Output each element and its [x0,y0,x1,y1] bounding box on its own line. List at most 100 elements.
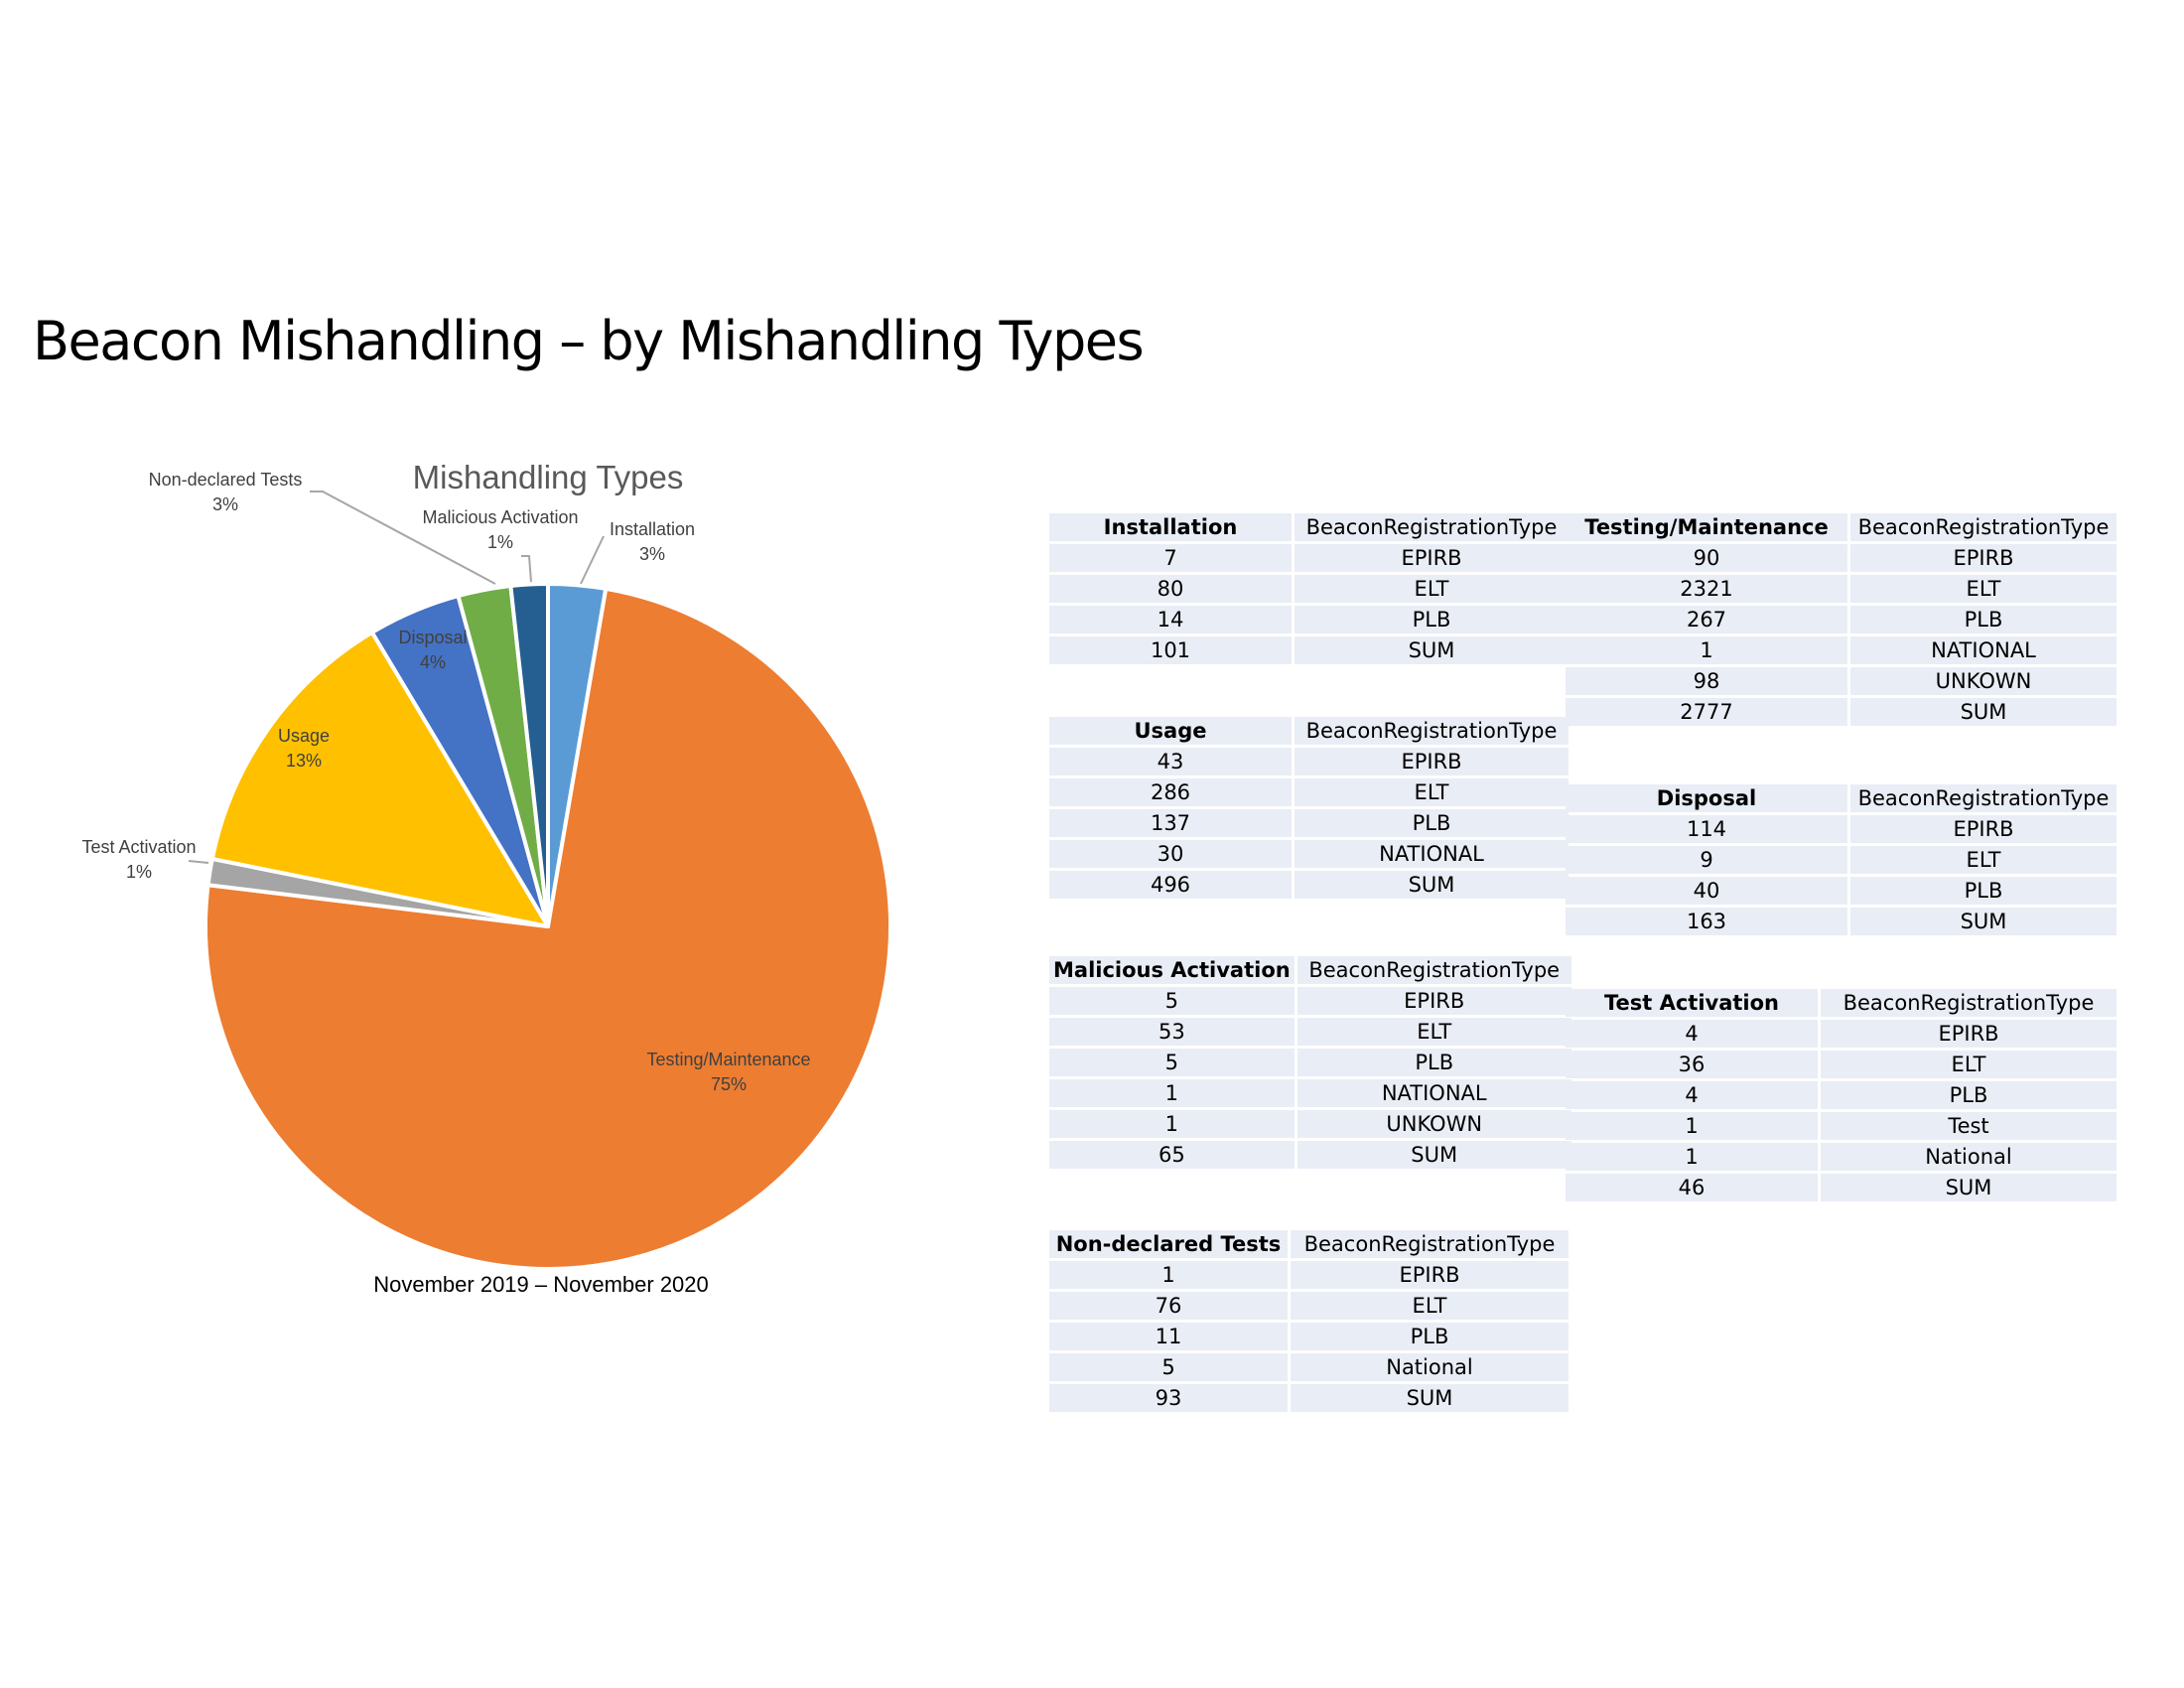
registration-type-cell: National [1291,1353,1569,1381]
count-cell: 80 [1049,575,1292,603]
count-cell: 2777 [1566,698,1847,726]
non-declared-tests-header-row: Non-declared Tests BeaconRegistrationType [1049,1230,1569,1258]
count-cell: 14 [1049,606,1292,633]
count-cell: 9 [1566,846,1847,874]
table-row: 267 PLB [1566,606,2116,633]
page-title: Beacon Mishandling – by Mishandling Type… [33,310,1145,372]
installation-header: Installation [1049,513,1292,541]
table-row: 90 EPIRB [1566,544,2116,572]
slice-label-malicious-activation: Malicious Activation [422,507,578,527]
registration-type-cell: PLB [1850,877,2116,905]
slice-percent-test-activation: 1% [126,862,152,882]
slice-label-installation: Installation [610,519,695,539]
table-row: 1 UNKOWN [1049,1110,1571,1138]
table-row: 30 NATIONAL [1049,840,1569,868]
count-cell: 5 [1049,987,1295,1015]
count-cell: 7 [1049,544,1292,572]
table-row: 5 National [1049,1353,1569,1381]
count-cell: 40 [1566,877,1847,905]
slice-percent-disposal: 4% [420,652,446,672]
registration-type-header: BeaconRegistrationType [1295,717,1569,745]
usage-table: Usage BeaconRegistrationType 43 EPIRB 286 ELT… [1046,714,1571,902]
table-row: 2777 SUM [1566,698,2116,726]
table-row: 98 UNKOWN [1566,667,2116,695]
count-cell: 98 [1566,667,1847,695]
table-row: 43 EPIRB [1049,748,1569,775]
registration-type-cell: SUM [1850,908,2116,935]
count-cell: 4 [1566,1020,1818,1048]
registration-type-cell: PLB [1295,606,1569,633]
count-cell: 101 [1049,636,1292,664]
table-row: 4 PLB [1566,1081,2116,1109]
leader-line-test-activation [188,860,209,864]
slice-percent-installation: 3% [639,544,665,564]
registration-type-cell: PLB [1821,1081,2116,1109]
mishandling-pie-chart: Mishandling Types Installation 3% Testing/… [81,459,892,1271]
table-row: 9 ELT [1566,846,2116,874]
slice-label-usage: Usage [278,726,330,746]
registration-type-header: BeaconRegistrationType [1850,513,2116,541]
pie-slice-malicious-activation [508,581,550,928]
registration-type-cell: NATIONAL [1295,840,1569,868]
slice-percent-testing-maintenance: 75% [711,1074,747,1094]
table-row: 5 PLB [1049,1049,1571,1076]
table-row: 7 EPIRB [1049,544,1569,572]
registration-type-cell: NATIONAL [1850,636,2116,664]
count-cell: 46 [1566,1174,1818,1201]
registration-type-cell: ELT [1295,778,1569,806]
registration-type-cell: EPIRB [1297,987,1571,1015]
slice-percent-malicious-activation: 1% [487,532,513,552]
count-cell: 5 [1049,1353,1288,1381]
table-row: 496 SUM [1049,871,1569,899]
malicious-activation-header-row: Malicious Activation BeaconRegistrationTy… [1049,956,1571,984]
table-row: 5 EPIRB [1049,987,1571,1015]
count-cell: 76 [1049,1292,1288,1320]
disposal-table: Disposal BeaconRegistrationType 114 EPIRB 9 E… [1563,781,2119,938]
non-declared-tests-header: Non-declared Tests [1049,1230,1288,1258]
testing-maintenance-header: Testing/Maintenance [1566,513,1847,541]
slice-percent-non-declared-tests: 3% [212,494,238,514]
count-cell: 163 [1566,908,1847,935]
count-cell: 4 [1566,1081,1818,1109]
registration-type-cell: SUM [1295,871,1569,899]
registration-type-cell: ELT [1297,1018,1571,1046]
installation-header-row: Installation BeaconRegistrationType [1049,513,1569,541]
table-row: 286 ELT [1049,778,1569,806]
registration-type-cell: SUM [1295,636,1569,664]
count-cell: 11 [1049,1323,1288,1350]
table-row: 1 EPIRB [1049,1261,1569,1289]
registration-type-cell: ELT [1821,1051,2116,1078]
table-row: 36 ELT [1566,1051,2116,1078]
registration-type-cell: National [1821,1143,2116,1171]
count-cell: 2321 [1566,575,1847,603]
table-row: 93 SUM [1049,1384,1569,1412]
registration-type-header: BeaconRegistrationType [1821,989,2116,1017]
table-row: 76 ELT [1049,1292,1569,1320]
count-cell: 1 [1566,1112,1818,1140]
count-cell: 267 [1566,606,1847,633]
table-row: 14 PLB [1049,606,1569,633]
count-cell: 1 [1049,1110,1295,1138]
test-activation-header-row: Test Activation BeaconRegistrationType [1566,989,2116,1017]
registration-type-cell: PLB [1295,809,1569,837]
registration-type-header: BeaconRegistrationType [1291,1230,1569,1258]
count-cell: 114 [1566,815,1847,843]
table-row: 163 SUM [1566,908,2116,935]
date-range: November 2019 – November 2020 [373,1272,709,1297]
count-cell: 1 [1049,1079,1295,1107]
malicious-activation-table: Malicious Activation BeaconRegistrationTy… [1046,953,1574,1172]
table-row: 65 SUM [1049,1141,1571,1169]
count-cell: 496 [1049,871,1292,899]
malicious-activation-header: Malicious Activation [1049,956,1295,984]
count-cell: 286 [1049,778,1292,806]
count-cell: 53 [1049,1018,1295,1046]
usage-header: Usage [1049,717,1292,745]
table-row: 1 Test [1566,1112,2116,1140]
registration-type-cell: PLB [1291,1323,1569,1350]
disposal-header-row: Disposal BeaconRegistrationType [1566,784,2116,812]
registration-type-cell: PLB [1297,1049,1571,1076]
count-cell: 65 [1049,1141,1295,1169]
registration-type-cell: SUM [1297,1141,1571,1169]
registration-type-cell: SUM [1291,1384,1569,1412]
table-row: 1 National [1566,1143,2116,1171]
